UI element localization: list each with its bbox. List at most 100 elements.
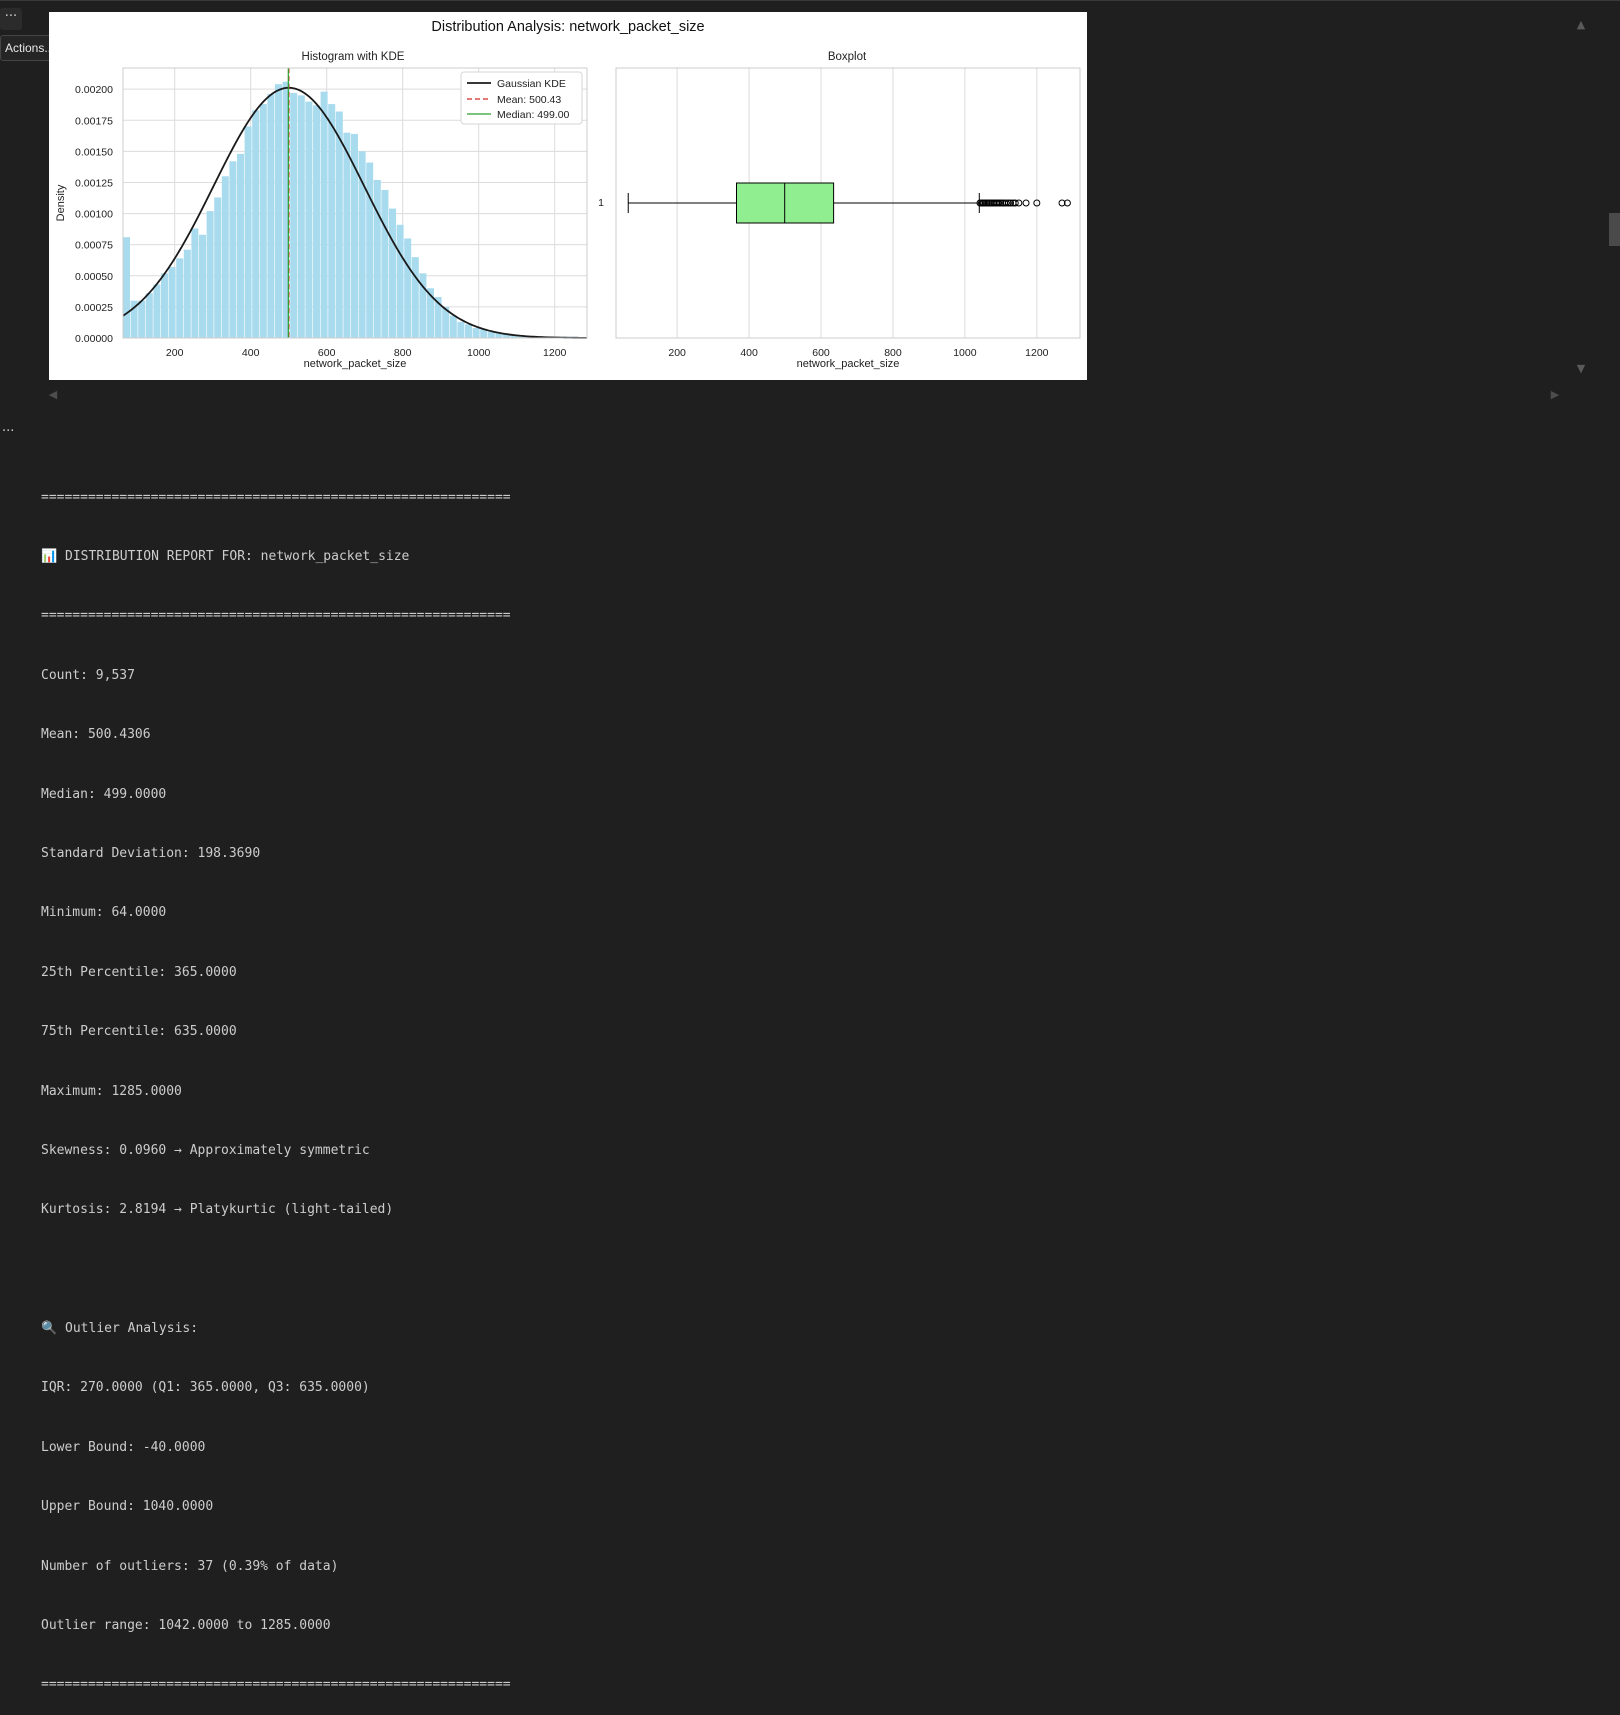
stat-median: Median: 499.0000 [41,786,167,802]
histogram-bar [320,91,328,338]
report-separator: ========================================… [41,608,511,624]
histogram-bar [525,336,533,338]
histogram-xticks: 200 400 600 800 1000 1200 [166,347,567,359]
histogram-bar [351,133,359,338]
boxplot-elements [627,182,1071,224]
histogram-bar [328,104,336,338]
triangle-right-icon: ▶ [1550,388,1560,401]
histogram-xtick-label: 600 [318,347,336,359]
report-separator: ========================================… [41,489,511,505]
histogram-bar [206,211,214,338]
boxplot-xtick-label: 1000 [953,347,977,359]
histogram-bar [161,273,169,338]
triangle-up-icon: ▲ [1576,18,1586,31]
histogram-yticks: 0.00000 0.00025 0.00050 0.00075 0.00100 0.001… [75,84,113,345]
stat-std: Standard Deviation: 198.3690 [41,845,261,861]
scroll-right-button[interactable]: ▶ [1549,388,1561,402]
histogram-bar [267,94,275,339]
stat-min: Minimum: 64.0000 [41,905,167,921]
ellipsis-icon: ··· [4,9,18,24]
triangle-left-icon: ◀ [48,388,58,401]
boxplot-frame-border [615,67,1081,339]
boxplot-xtick-label: 1200 [1025,347,1049,359]
vertical-scrollbar-thumb[interactable] [1609,213,1620,246]
outlier-header: 🔍 Outlier Analysis: [41,1321,199,1337]
boxplot-outlier-point [1007,199,1015,207]
histogram-bar [373,179,381,338]
boxplot-xlabel: network_packet_size [797,358,900,370]
histogram-bar [176,258,184,338]
histogram-bar [366,162,374,338]
output-actions-button[interactable]: ··· [2,425,20,442]
histogram-bar [495,333,503,338]
histogram-bar [449,315,457,338]
outlier-iqr: IQR: 270.0000 (Q1: 365.0000, Q3: 635.000… [41,1380,370,1396]
histogram-xtick-label: 1000 [467,347,491,359]
boxplot-xticks: 200 400 600 800 1000 1200 [668,347,1048,359]
histogram-bar [221,176,229,338]
histogram-bar [389,208,397,338]
output-scroll-up-button[interactable]: ▲ [1574,18,1588,32]
scroll-left-button[interactable]: ◀ [47,388,59,402]
histogram-bar [153,284,161,338]
boxplot-xtick-label: 200 [668,347,686,359]
histogram-bar [510,335,518,338]
boxplot-outlier-point [1011,199,1019,207]
legend-mean-label: Mean: 500.43 [497,94,561,106]
legend-kde-label: Gaussian KDE [497,78,566,90]
stat-count: Count: 9,537 [41,667,135,683]
histogram-bar [130,300,138,338]
histogram-bar [427,288,435,338]
histogram-bar [282,81,290,338]
histogram-bar [275,84,283,339]
distribution-report: ========================================… [41,448,641,1715]
histogram-bar [480,329,488,338]
histogram-ytick-label: 0.00075 [75,240,113,252]
output-figure: Distribution Analysis: network_packet_si… [49,12,1087,380]
histogram-xtick-label: 400 [242,347,260,359]
output-scroll-down-button[interactable]: ▼ [1574,362,1588,376]
report-blank-line [41,1260,641,1280]
boxplot-xtick-label: 400 [740,347,758,359]
stat-skewness: Skewness: 0.0960 → Approximately symmetr… [41,1142,370,1158]
cell-top-border [0,0,1620,1]
boxplot-outlier-point [1004,199,1012,207]
histogram-bar [123,237,131,338]
histogram-bar [145,293,153,338]
histogram-bar [229,161,237,338]
histogram-bar [396,224,404,338]
histogram-ytick-label: 0.00000 [75,333,113,345]
triangle-down-icon: ▼ [1576,362,1586,375]
histogram-bar [465,324,473,338]
stat-mean: Mean: 500.4306 [41,727,151,743]
histogram-bar [252,110,260,339]
histogram-bar [237,153,245,338]
stat-p25: 25th Percentile: 365.0000 [41,964,237,980]
histogram-xlabel: network_packet_size [304,358,407,370]
histogram-bar [335,111,343,338]
histogram-bar [305,101,313,338]
histogram-bar [419,273,427,338]
histogram-bar [381,189,389,338]
boxplot-xtick-label: 800 [884,347,902,359]
outlier-range: Outlier range: 1042.0000 to 1285.0000 [41,1618,331,1634]
histogram-ytick-label: 0.00150 [75,146,113,158]
histogram-ytick-label: 0.00100 [75,209,113,221]
histogram-bar [434,296,442,338]
boxplot-outlier-point [1002,199,1010,207]
outlier-lower-bound: Lower Bound: -40.0000 [41,1439,206,1455]
boxplot-outlier-point [1063,199,1071,207]
report-header: 📊 DISTRIBUTION REPORT FOR: network_packe… [41,548,410,564]
histogram-bar [199,234,207,338]
cell-actions-button[interactable]: ··· [0,8,22,30]
histogram-bar [313,105,321,339]
boxplot-outlier-point [1022,199,1030,207]
histogram-bar [404,238,412,338]
histogram-bar [503,334,511,338]
histogram-axes: Histogram with KDE 200 400 600 800 1000 1200 … [55,51,588,370]
boxplot-ytick-label: 1 [598,197,604,209]
histogram-bar [518,336,526,338]
boxplot-xtick-label: 600 [812,347,830,359]
histogram-xtick-label: 800 [394,347,412,359]
legend-median-label: Median: 499.00 [497,109,570,121]
